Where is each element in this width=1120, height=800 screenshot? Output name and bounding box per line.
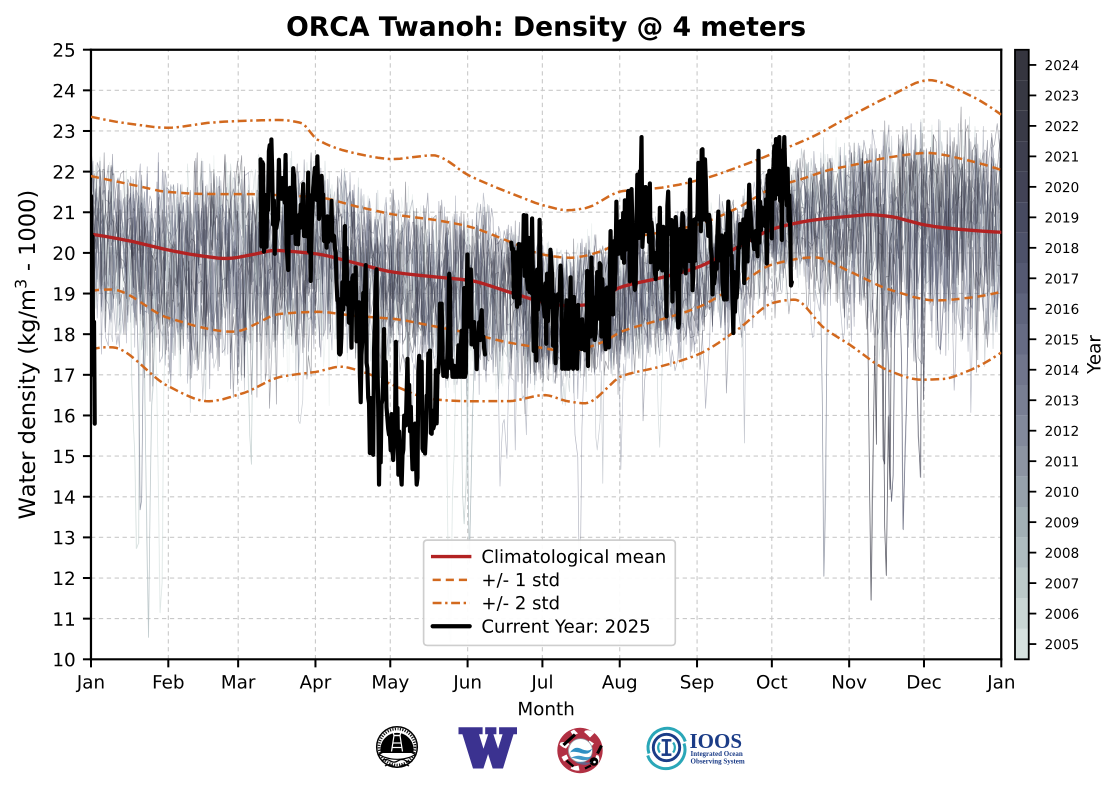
svg-text:Observing System: Observing System (691, 758, 745, 766)
svg-text:Integrated Ocean: Integrated Ocean (691, 750, 743, 758)
svg-text:IOOS: IOOS (690, 729, 743, 753)
